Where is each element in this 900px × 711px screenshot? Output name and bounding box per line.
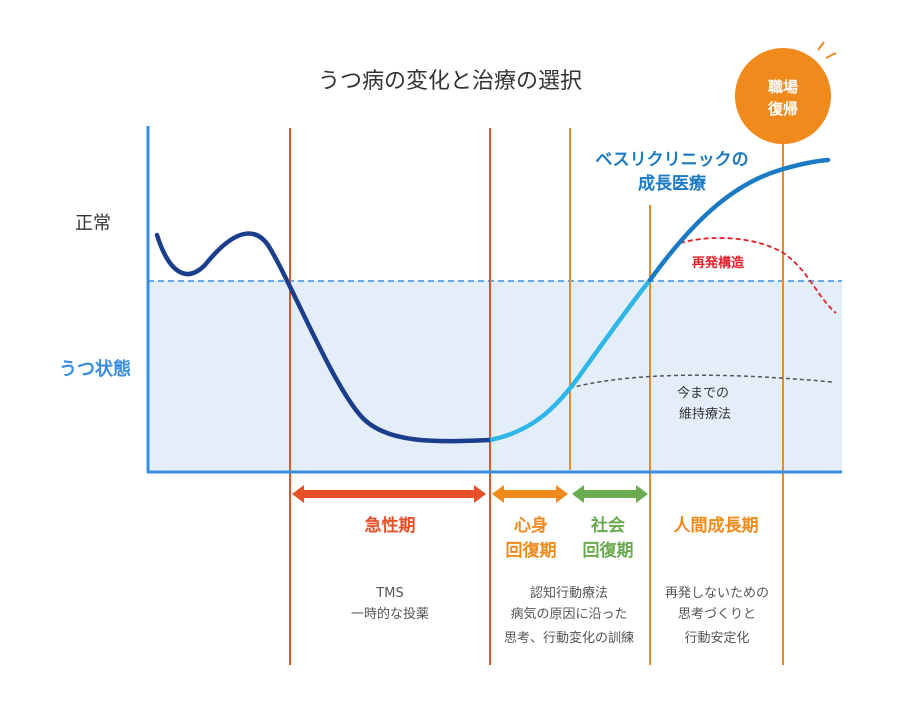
recovery-desc-1: 認知行動療法	[530, 585, 608, 601]
maintenance-label-1: 今までの	[677, 385, 729, 401]
arrow-social	[572, 485, 648, 503]
phase-mind-body-label-2: 回復期	[506, 540, 557, 561]
maintenance-curve	[569, 374, 833, 389]
growth-label-1: ベスリクリニックの	[595, 150, 748, 170]
badge-circle	[735, 48, 831, 144]
acute-desc-2: 一時的な投薬	[351, 606, 429, 622]
relapse-label: 再発構造	[692, 255, 745, 271]
depression-curve	[154, 231, 493, 444]
badge-line-2: 復帰	[767, 100, 798, 118]
label-depressed: うつ状態	[59, 358, 131, 380]
arrow-acute	[292, 485, 486, 503]
phase-mind-body-label-1: 心身	[514, 515, 548, 536]
label-normal: 正常	[75, 213, 111, 234]
phase-acute-label: 急性期	[365, 515, 416, 536]
growth-desc-3: 行動安定化	[684, 631, 749, 646]
sparkle-icon	[817, 41, 825, 51]
growth-desc-1: 再発しないための	[665, 586, 769, 601]
badge-line-1: 職場	[768, 78, 798, 96]
phase-social-label-1: 社会	[590, 515, 625, 536]
phase-growth-label: 人間成長期	[674, 515, 759, 536]
growth-desc-2: 思考づくりと	[678, 607, 756, 622]
acute-desc-1: TMS	[375, 586, 403, 601]
phase-arrows	[292, 485, 648, 503]
recovery-curve	[489, 278, 652, 443]
return-to-work-badge: 職場 復帰	[735, 41, 837, 144]
arrow-mind-body	[492, 485, 568, 503]
growth-label-2: 成長医療	[638, 173, 707, 194]
recovery-desc-3: 思考、行動変化の訓練	[504, 630, 634, 646]
recovery-desc-2: 病気の原因に沿った	[510, 606, 627, 622]
relapse-curve	[679, 237, 837, 314]
maintenance-label-2: 維持療法	[679, 407, 731, 422]
growth-curve	[647, 157, 831, 283]
sparkle-icon	[825, 52, 837, 59]
phase-social-label-2: 回復期	[583, 540, 634, 561]
diagram-title: うつ病の変化と治療の選択	[318, 69, 582, 94]
